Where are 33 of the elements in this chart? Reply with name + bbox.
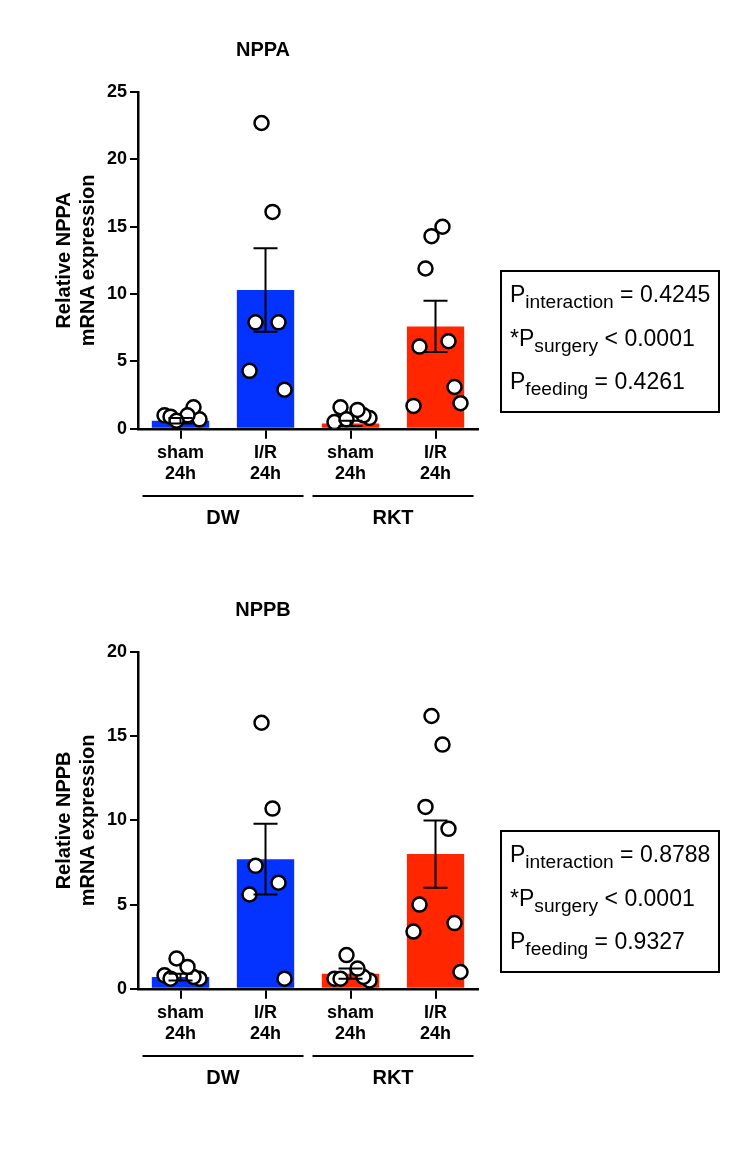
y-tick-label: 25 [106,80,128,101]
text: *P$_{surgery}$ < 0.0001 [510,883,696,918]
x-tick-label: I/R 24h [419,1001,452,1044]
x-tick-label: I/R 24h [419,441,452,484]
x-tick-label: sham 24h [157,1001,205,1044]
y-axis-title: Relative NPPB mRNA expression [51,734,98,907]
text: P$_{feeding}$ = 0.4261 [510,367,686,401]
y-tick-label: 15 [106,725,128,746]
y-tick-label: 15 [106,215,128,236]
text: RKT [372,1065,414,1088]
y-tick-label: 10 [106,283,128,304]
text: RKT [372,505,414,528]
chart-title: NPPB [235,597,291,620]
y-tick-label: 20 [106,640,128,661]
y-axis-title: Relative NPPA mRNA expression [51,174,98,347]
text: DW [206,1065,240,1088]
y-tick-label: 20 [106,148,128,169]
y-tick-label: 5 [117,893,128,914]
x-tick-label: I/R 24h [250,441,282,484]
y-tick-label: 0 [117,417,128,438]
text: P$_{interaction}$ = 0.4245 [510,280,711,314]
y-tick-label: 0 [117,977,128,998]
x-tick-label: sham 24h [157,441,205,484]
text: P$_{feeding}$ = 0.9327 [510,927,686,961]
text: P$_{interaction}$ = 0.8788 [510,840,711,874]
x-tick-label: sham 24h [326,441,375,484]
text: DW [206,505,240,528]
x-tick-label: I/R 24h [250,1001,282,1044]
text: *P$_{surgery}$ < 0.0001 [510,323,696,358]
chart-title: NPPA [235,37,291,60]
y-tick-label: 5 [117,350,128,371]
x-tick-label: sham 24h [326,1001,375,1044]
y-tick-label: 10 [106,809,128,830]
